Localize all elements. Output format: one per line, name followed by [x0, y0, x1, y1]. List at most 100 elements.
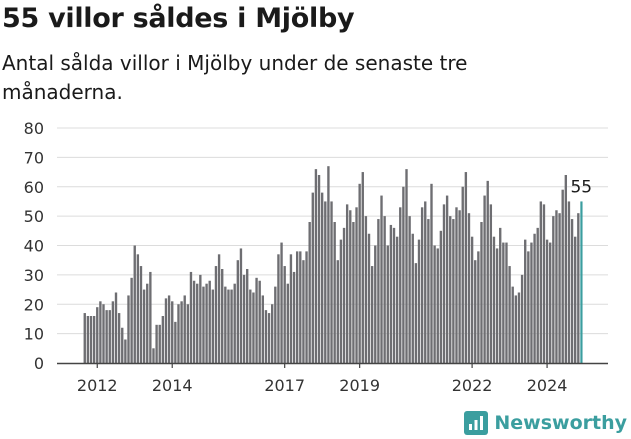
bar [299, 251, 302, 363]
bar [483, 195, 486, 363]
bar [389, 224, 393, 363]
bar [495, 248, 499, 363]
bar [545, 239, 549, 363]
bar [174, 321, 177, 363]
bar [239, 248, 243, 363]
bar [330, 201, 333, 363]
bar [274, 286, 277, 363]
bar [517, 292, 521, 363]
highlight-bar [580, 201, 583, 363]
bar [342, 227, 346, 363]
bar [442, 204, 446, 363]
bars [83, 166, 583, 363]
bar [452, 219, 455, 363]
bar [214, 266, 218, 363]
bar [561, 189, 564, 363]
y-tick-label: 30 [24, 266, 44, 285]
bar-chart-icon [464, 411, 489, 435]
y-tick-label: 40 [24, 237, 44, 256]
bar [292, 271, 296, 363]
bar [111, 301, 115, 363]
bar [199, 274, 202, 363]
bar [133, 245, 136, 363]
bar [374, 245, 377, 363]
y-tick-label: 50 [24, 207, 44, 226]
chart-title: 55 villor såldes i Mjölby [2, 3, 355, 34]
bar [474, 260, 477, 363]
bar [183, 295, 186, 363]
bar [567, 201, 571, 363]
bar [508, 266, 511, 363]
bar [267, 313, 271, 363]
bar [358, 183, 361, 363]
bar [539, 201, 543, 363]
bar [520, 274, 524, 363]
newsworthy-logo[interactable]: Newsworthy [464, 411, 627, 435]
bar [405, 169, 408, 363]
bar [536, 227, 539, 363]
bar [161, 316, 165, 363]
bar [577, 213, 580, 363]
bar [264, 310, 268, 363]
bar [286, 283, 289, 363]
bar [524, 239, 527, 363]
bar [411, 233, 414, 363]
bar [324, 201, 327, 363]
bar [196, 283, 199, 363]
bar [364, 216, 368, 363]
bar [152, 348, 155, 363]
chart-subtitle: Antal sålda villor i Mjölby under de sen… [2, 51, 468, 104]
bar [227, 289, 230, 363]
y-tick-label: 60 [24, 178, 44, 197]
bar [564, 175, 568, 363]
bar [336, 260, 339, 363]
bar [208, 280, 211, 363]
bar [192, 280, 196, 363]
bar [392, 227, 396, 363]
bar [455, 207, 458, 363]
bar [489, 204, 493, 363]
bar [149, 271, 152, 363]
bar [177, 304, 180, 363]
bar [505, 242, 508, 363]
bar [230, 289, 233, 363]
bar [317, 175, 321, 363]
bar [146, 283, 149, 363]
y-axis-labels: 0 10 20 30 40 50 60 70 80 [24, 119, 44, 373]
bar [277, 254, 280, 363]
y-tick-label: 10 [24, 325, 44, 344]
bar [236, 260, 240, 363]
bar [395, 236, 399, 363]
y-tick-label: 70 [24, 148, 44, 167]
bar [114, 292, 118, 363]
bar [224, 286, 227, 363]
bar [121, 327, 124, 363]
bar [242, 274, 246, 363]
bar [333, 222, 336, 363]
bar [514, 295, 518, 363]
bar [158, 324, 161, 363]
bar [96, 307, 99, 363]
bar [270, 304, 274, 363]
bar [311, 192, 314, 363]
bar [574, 236, 577, 363]
bar [155, 324, 158, 363]
bar [511, 286, 514, 363]
bar [480, 222, 483, 363]
x-tick-label: 2014 [152, 376, 193, 395]
x-tick-label: 2024 [527, 376, 568, 395]
bar [433, 245, 436, 363]
bar [383, 216, 386, 363]
bar [261, 295, 265, 363]
bar [408, 216, 411, 363]
bar [420, 207, 424, 363]
bar [327, 166, 330, 363]
bar [127, 295, 130, 363]
bar [399, 207, 402, 363]
bar [221, 269, 224, 363]
bar [89, 316, 93, 363]
bar [424, 201, 427, 363]
bar [355, 207, 358, 363]
bar [558, 213, 561, 363]
